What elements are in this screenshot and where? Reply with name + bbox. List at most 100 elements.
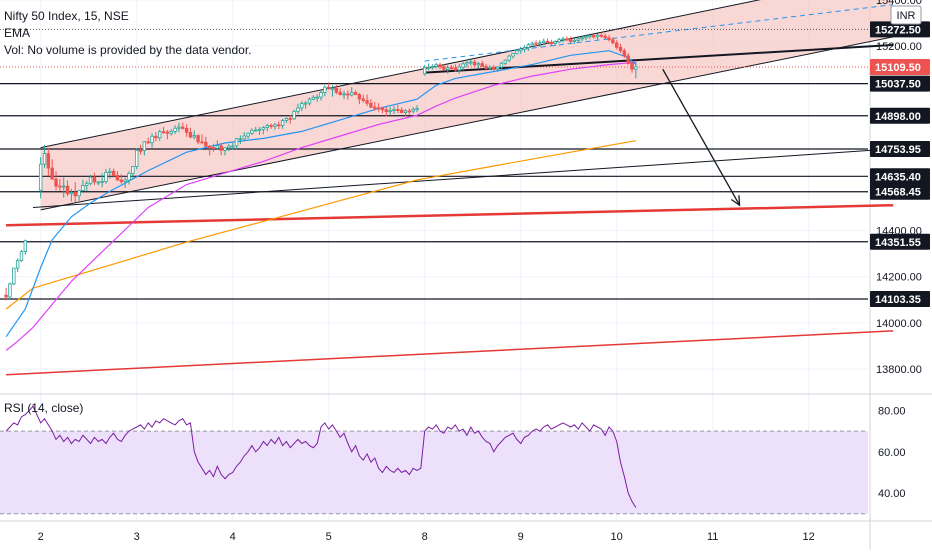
price-marker-label: 14635.40	[875, 171, 921, 183]
candle-body	[108, 170, 112, 173]
candle-body	[134, 149, 139, 167]
candle-body	[261, 127, 266, 130]
candle-body	[449, 67, 454, 70]
candle-body	[230, 145, 235, 148]
candle-body	[319, 92, 323, 98]
candle-body	[223, 147, 227, 151]
candle-body	[476, 63, 481, 66]
candle-body	[81, 184, 85, 191]
candle-body	[273, 124, 277, 127]
candle-body	[158, 131, 162, 139]
ema-mid-line	[5, 61, 636, 351]
candle-body	[522, 47, 527, 50]
price-marker-badge	[870, 168, 930, 185]
candle-body	[85, 182, 89, 186]
ema-slow-line	[5, 140, 637, 310]
candle-body	[553, 41, 557, 44]
candle-body	[480, 63, 484, 67]
candle-body	[495, 66, 500, 70]
candle-body	[100, 181, 104, 183]
candle-body	[284, 118, 289, 121]
candle-body	[461, 63, 465, 68]
candles-layer	[4, 32, 638, 301]
currency-badge[interactable]	[890, 5, 922, 25]
projection-arrow-head	[730, 195, 741, 207]
ema-legend-label[interactable]: EMA	[4, 26, 30, 40]
candle-body	[96, 181, 100, 184]
candle-body	[384, 109, 388, 113]
candle-body	[227, 145, 231, 149]
candle-body	[350, 92, 354, 96]
candle-body	[173, 127, 177, 132]
candle-body	[430, 66, 435, 68]
candle-body	[465, 62, 469, 65]
candle-body	[549, 42, 554, 44]
candle-body	[62, 185, 66, 188]
price-marker-badge	[870, 290, 930, 307]
candle-body	[526, 44, 531, 48]
candle-body	[434, 64, 438, 67]
candle-body	[127, 173, 131, 181]
candle-body	[323, 86, 327, 93]
candle-body	[407, 110, 412, 113]
rsi-line	[5, 405, 637, 508]
candle-body	[50, 167, 54, 180]
candle-body	[565, 38, 569, 41]
rsi-legend-label[interactable]: RSI (14, close)	[4, 401, 83, 415]
rsi-tick-label: 80.00	[878, 405, 906, 417]
candle-body	[611, 39, 615, 44]
candle-body	[622, 50, 627, 57]
candle-body	[446, 67, 450, 70]
candle-body	[246, 132, 250, 137]
candle-body	[369, 102, 373, 108]
candle-body	[515, 50, 519, 54]
rsi-tick-label: 60.00	[878, 447, 906, 459]
candle-body	[142, 141, 147, 151]
candle-body	[54, 178, 58, 187]
candle-body	[614, 42, 619, 48]
rsi-tick-label: 40.00	[878, 488, 906, 500]
candle-body	[219, 145, 223, 151]
candle-body	[453, 67, 458, 71]
channel-lower-line	[40, 36, 894, 211]
candle-body	[472, 61, 477, 66]
candle-body	[518, 48, 523, 52]
candle-body	[131, 166, 135, 174]
price-tick-label: 15200.00	[876, 41, 922, 53]
candle-body	[357, 94, 362, 100]
price-marker-badge	[870, 58, 930, 75]
candle-body	[630, 63, 634, 70]
projection-arrow-shaft	[662, 68, 741, 206]
candle-body	[511, 53, 515, 57]
candle-body	[154, 135, 158, 139]
candle-body	[603, 35, 607, 39]
candle-body	[315, 96, 319, 99]
candle-body	[277, 124, 281, 127]
candle-body	[300, 103, 304, 109]
price-marker-label: 15037.50	[875, 79, 921, 91]
time-tick-label: 8	[422, 531, 428, 543]
candle-body	[538, 42, 542, 45]
candle-body	[192, 135, 196, 138]
candle-body	[380, 107, 385, 111]
price-tick-label: 14200.00	[876, 272, 922, 284]
candle-body	[334, 87, 339, 93]
time-tick-label: 11	[707, 531, 718, 543]
time-axis-layer: 2 3 4 5 8 9 10 11 12	[0, 520, 932, 543]
candle-body	[568, 39, 573, 42]
candle-body	[373, 106, 377, 109]
candle-body	[4, 294, 8, 298]
candle-body	[361, 98, 365, 101]
candle-body	[104, 172, 108, 182]
candle-body	[280, 120, 285, 126]
candle-body	[146, 141, 150, 144]
trendline	[32, 148, 894, 209]
candle-body	[330, 87, 335, 90]
symbol-title[interactable]: Nifty 50 Index, 15, NSE	[4, 9, 129, 23]
candle-body	[365, 100, 369, 104]
candle-body	[303, 102, 308, 105]
candle-body	[150, 135, 154, 144]
price-marker-label: 14103.35	[875, 294, 921, 306]
